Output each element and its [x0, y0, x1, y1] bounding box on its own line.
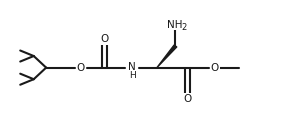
- Text: O: O: [211, 63, 219, 73]
- Text: O: O: [101, 34, 109, 44]
- Polygon shape: [157, 45, 177, 68]
- Text: NH: NH: [167, 20, 182, 30]
- Text: O: O: [77, 63, 85, 73]
- Text: O: O: [183, 94, 192, 104]
- Text: N: N: [128, 62, 136, 71]
- Text: 2: 2: [181, 22, 187, 32]
- Text: H: H: [129, 71, 135, 80]
